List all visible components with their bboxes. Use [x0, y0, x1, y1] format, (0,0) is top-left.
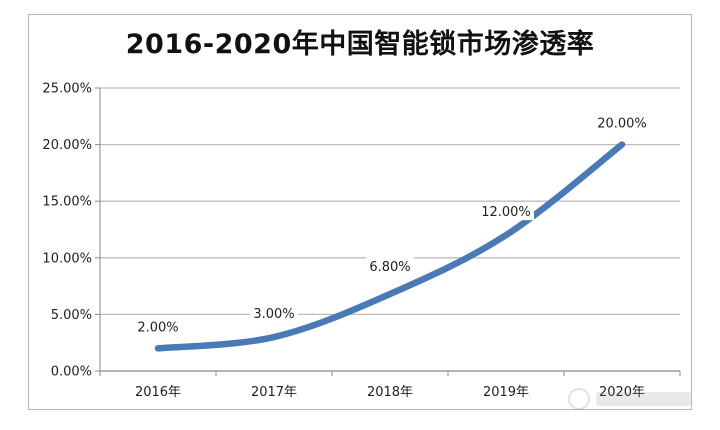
watermark-logo	[566, 386, 696, 412]
data-label: 6.80%	[369, 260, 410, 275]
data-label-bg	[594, 113, 650, 132]
x-tick-label: 2019年	[483, 385, 529, 400]
y-axis-ticks: 0.00% 5.00% 10.00% 15.00% 20.00% 25.00%	[42, 82, 100, 380]
y-tick-label: 20.00%	[42, 138, 92, 153]
y-tick-label: 25.00%	[42, 82, 92, 97]
data-label: 2.00%	[137, 320, 178, 335]
y-tick-label: 10.00%	[42, 251, 92, 266]
series-line-group	[154, 141, 626, 352]
data-label: 20.00%	[597, 117, 647, 132]
x-axis-ticks: 2016年 2017年 2018年 2019年 2020年	[99, 371, 681, 400]
y-tick-label: 5.00%	[51, 308, 92, 323]
series-line	[154, 141, 626, 352]
gridlines	[99, 87, 680, 372]
x-tick-label: 2018年	[367, 385, 413, 400]
data-label: 12.00%	[481, 205, 531, 220]
x-tick-label: 2020年	[599, 385, 645, 400]
data-label-bg	[250, 304, 298, 323]
y-tick-label: 0.00%	[51, 365, 92, 380]
data-labels: 2.00% 3.00% 6.80% 12.00% 20.00%	[134, 113, 650, 336]
chart-title: 2016-2020年中国智能锁市场渗透率	[125, 29, 595, 60]
x-tick-label: 2017年	[251, 385, 297, 400]
chart-frame	[28, 14, 692, 410]
data-label-bg	[366, 257, 414, 276]
x-tick-label: 2016年	[135, 385, 181, 400]
data-label-bg	[478, 202, 534, 221]
data-label: 3.00%	[253, 307, 294, 322]
data-label-bg	[134, 317, 182, 336]
y-tick-label: 15.00%	[42, 195, 92, 210]
